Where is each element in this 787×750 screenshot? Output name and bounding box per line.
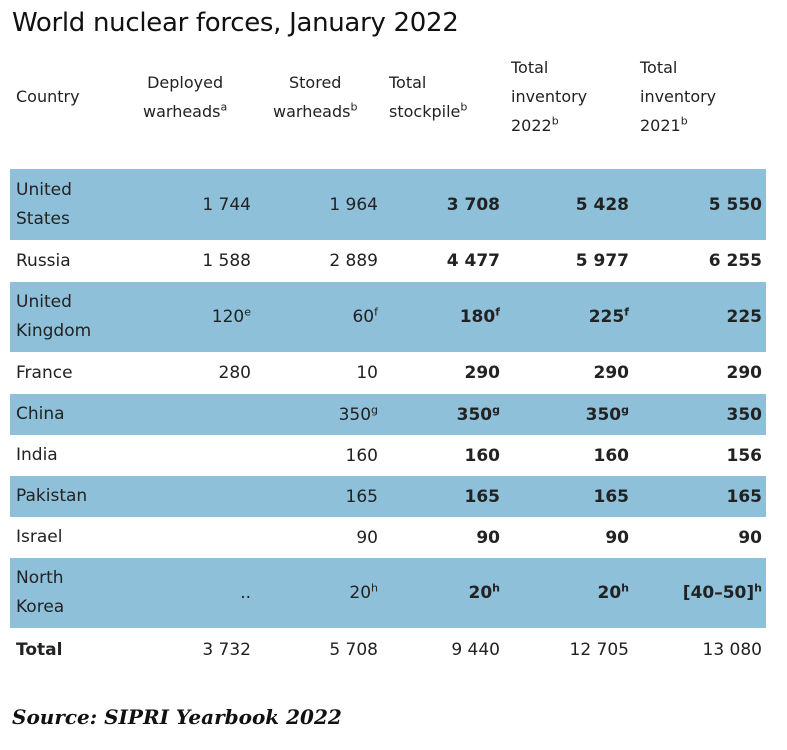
table-row: Pakistan 165 165 165 165 <box>10 476 766 517</box>
inventory-2021-cell: 165 <box>633 476 766 517</box>
country-cell: Pakistan <box>10 476 145 517</box>
deployed-cell <box>145 517 255 558</box>
stored-cell: 1 964 <box>255 169 382 240</box>
stored-cell: 2 889 <box>329 251 378 271</box>
inventory-2022-cell: 160 <box>593 445 630 466</box>
inventory-2022-cell: 225f <box>504 282 633 352</box>
table-row: North Korea .. 20h 20h 20h [40–50]h <box>10 558 766 628</box>
stored-cell: 350g <box>255 394 382 435</box>
page-title: World nuclear forces, January 2022 <box>12 8 459 38</box>
inventory-2021-cell: 350 <box>633 394 766 435</box>
nuclear-forces-table: United States 1 744 1 964 3 708 5 428 5 5… <box>10 169 766 672</box>
deployed-cell: 280 <box>218 363 251 383</box>
inventory-2022-cell: 5 977 <box>575 251 629 271</box>
total-row: Total 3 732 5 708 9 440 12 705 13 080 <box>10 628 766 672</box>
inventory-2021-cell: 156 <box>726 445 763 466</box>
country-cell: Russia <box>16 250 71 271</box>
table-row: Israel 90 90 90 90 <box>10 517 766 558</box>
table-row: India 160 160 160 156 <box>10 435 766 476</box>
inventory-2021-cell: 5 550 <box>633 169 766 240</box>
country-cell: China <box>10 394 145 435</box>
total-inventory-2021: 13 080 <box>702 640 762 660</box>
stockpile-cell: 20h <box>382 558 504 628</box>
stockpile-cell: 165 <box>382 476 504 517</box>
inventory-2022-cell: 90 <box>605 527 629 548</box>
header-stored-warheads: Stored warheadsb <box>273 73 358 121</box>
inventory-2021-cell: 6 255 <box>708 251 762 271</box>
country-cell: United Kingdom <box>10 282 145 352</box>
header-country: Country <box>16 87 80 106</box>
stockpile-cell: 160 <box>464 445 501 466</box>
stockpile-cell: 180f <box>382 282 504 352</box>
deployed-cell <box>145 394 255 435</box>
deployed-cell: 120e <box>145 282 255 352</box>
table-row: France 280 10 290 290 290 <box>10 352 766 394</box>
header-total-inventory-2022: Total inventory 2022b <box>511 58 588 135</box>
stockpile-cell: 3 708 <box>382 169 504 240</box>
inventory-2021-cell: 290 <box>726 363 763 383</box>
deployed-cell <box>145 435 255 476</box>
total-stored: 5 708 <box>329 640 378 660</box>
total-deployed: 3 732 <box>202 640 251 660</box>
deployed-cell: .. <box>145 558 255 628</box>
table-row: United States 1 744 1 964 3 708 5 428 5 5… <box>10 169 766 240</box>
deployed-cell: 1 744 <box>145 169 255 240</box>
stored-cell: 165 <box>255 476 382 517</box>
stored-cell: 20h <box>255 558 382 628</box>
country-cell: North Korea <box>10 558 145 628</box>
table-row: Russia 1 588 2 889 4 477 5 977 6 255 <box>10 240 766 282</box>
inventory-2021-cell: [40–50]h <box>633 558 766 628</box>
inventory-2021-cell: 225 <box>633 282 766 352</box>
stored-cell: 90 <box>356 527 378 548</box>
inventory-2022-cell: 20h <box>504 558 633 628</box>
stockpile-cell: 290 <box>464 363 501 383</box>
source-caption: Source: SIPRI Yearbook 2022 <box>12 705 342 729</box>
total-stockpile: 9 440 <box>451 640 500 660</box>
table-row: United Kingdom 120e 60f 180f 225f 225 <box>10 282 766 352</box>
stockpile-cell: 350g <box>382 394 504 435</box>
inventory-2022-cell: 165 <box>504 476 633 517</box>
country-cell: Israel <box>16 527 63 547</box>
country-cell: United States <box>10 169 145 240</box>
stored-cell: 10 <box>356 363 378 383</box>
total-inventory-2022: 12 705 <box>569 640 629 660</box>
header-total-inventory-2021: Total inventory 2021b <box>640 58 717 135</box>
header-total-stockpile: Total stockpileb <box>389 73 468 121</box>
deployed-cell: 1 588 <box>202 251 251 271</box>
table-row: China 350g 350g 350g 350 <box>10 394 766 435</box>
country-cell: France <box>16 362 73 383</box>
deployed-cell <box>145 476 255 517</box>
header-deployed-warheads: Deployed warheadsa <box>143 73 228 121</box>
stored-cell: 160 <box>345 445 378 466</box>
inventory-2022-cell: 5 428 <box>504 169 633 240</box>
inventory-2022-cell: 290 <box>593 363 630 383</box>
inventory-2022-cell: 350g <box>504 394 633 435</box>
stockpile-cell: 4 477 <box>446 251 500 271</box>
total-label: Total <box>16 639 63 660</box>
country-cell: India <box>16 445 58 465</box>
stored-cell: 60f <box>255 282 382 352</box>
stockpile-cell: 90 <box>476 527 500 548</box>
inventory-2021-cell: 90 <box>738 527 762 548</box>
